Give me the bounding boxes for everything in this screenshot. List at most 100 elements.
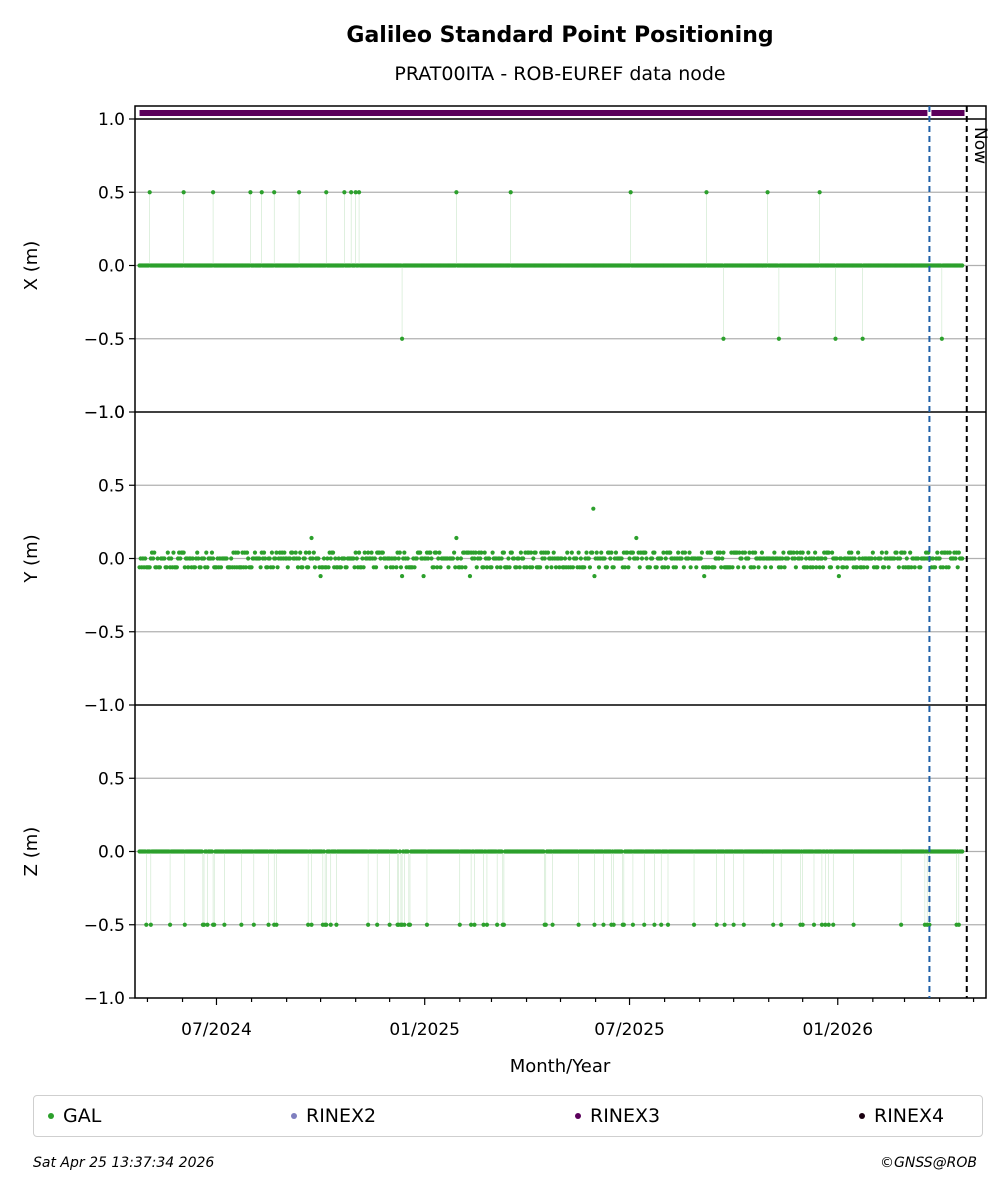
data-point xyxy=(776,336,782,341)
data-point xyxy=(741,565,746,570)
data-point xyxy=(474,565,479,570)
data-point xyxy=(508,190,513,195)
data-point xyxy=(302,556,307,561)
data-point xyxy=(198,565,203,570)
data-point xyxy=(630,922,636,927)
footer-credit: ©GNSS@ROB xyxy=(880,1155,977,1171)
data-point xyxy=(699,550,705,555)
data-point xyxy=(514,565,519,570)
data-point xyxy=(338,565,344,570)
data-point xyxy=(854,565,860,570)
y-tick-label: −0.5 xyxy=(84,623,125,643)
data-point xyxy=(362,550,367,555)
legend-item-gal: GAL xyxy=(48,1096,101,1136)
data-point xyxy=(817,565,822,570)
data-point xyxy=(721,550,726,555)
data-point xyxy=(650,556,655,561)
data-point xyxy=(781,550,786,555)
data-point xyxy=(328,556,333,561)
data-point xyxy=(557,565,562,570)
data-point xyxy=(157,565,162,570)
data-point xyxy=(642,922,647,927)
data-point xyxy=(414,556,419,561)
data-point xyxy=(833,336,838,341)
data-point xyxy=(567,556,572,561)
data-point xyxy=(353,550,358,555)
data-point xyxy=(147,190,152,195)
data-point xyxy=(960,849,965,854)
data-point xyxy=(785,556,791,561)
data-point xyxy=(467,573,473,579)
data-point xyxy=(828,565,834,570)
legend-marker-gal xyxy=(48,1113,54,1119)
x-tick-label: 07/2024 xyxy=(181,1020,252,1040)
data-point xyxy=(169,556,174,561)
data-point xyxy=(201,922,207,927)
data-point xyxy=(844,565,849,570)
data-point xyxy=(834,556,839,561)
x-tick-label: 01/2025 xyxy=(389,1020,460,1040)
data-point xyxy=(630,550,636,555)
data-point xyxy=(720,556,725,561)
data-point xyxy=(782,565,787,570)
data-point xyxy=(275,565,280,570)
data-point xyxy=(819,556,825,561)
data-point xyxy=(182,922,187,927)
data-point xyxy=(676,550,681,555)
data-point xyxy=(484,922,490,927)
data-point xyxy=(927,922,932,927)
data-point xyxy=(668,550,673,555)
data-point xyxy=(290,550,295,555)
data-point xyxy=(354,556,359,561)
data-point xyxy=(394,565,399,570)
data-point xyxy=(342,190,347,195)
data-point xyxy=(509,550,514,555)
data-point xyxy=(586,556,591,561)
data-point xyxy=(823,922,828,927)
data-point xyxy=(935,550,940,555)
data-point xyxy=(310,556,315,561)
legend-marker-rinex3 xyxy=(575,1113,581,1119)
data-point xyxy=(742,550,748,555)
data-point xyxy=(716,556,722,561)
data-point xyxy=(947,550,952,555)
data-point xyxy=(321,556,327,561)
data-point xyxy=(148,922,153,927)
data-point xyxy=(659,556,664,561)
data-point xyxy=(324,922,329,927)
data-point xyxy=(309,922,314,927)
data-point xyxy=(592,573,597,579)
x-tick-label: 01/2026 xyxy=(802,1020,873,1040)
data-point xyxy=(453,565,458,570)
data-point xyxy=(627,556,632,561)
data-point xyxy=(878,556,883,561)
data-point xyxy=(482,550,487,555)
data-point xyxy=(210,556,216,561)
data-point xyxy=(569,550,574,555)
data-point xyxy=(251,922,256,927)
data-point xyxy=(799,556,804,561)
data-point xyxy=(182,565,187,570)
data-point xyxy=(507,565,512,570)
now-label: Now xyxy=(970,127,990,164)
data-point xyxy=(473,550,478,555)
data-point xyxy=(665,922,671,927)
data-point xyxy=(904,556,909,561)
data-point xyxy=(826,922,831,927)
data-point xyxy=(398,565,404,570)
data-point xyxy=(209,550,215,555)
data-point xyxy=(652,550,657,555)
data-point xyxy=(714,922,719,927)
data-point xyxy=(794,550,800,555)
y-tick-label: −0.5 xyxy=(84,330,125,350)
data-point xyxy=(702,573,707,579)
data-point xyxy=(792,556,797,561)
chart-subtitle: PRAT00ITA - ROB-EUREF data node xyxy=(394,63,725,85)
data-point xyxy=(879,550,884,555)
legend-marker-rinex4 xyxy=(859,1113,865,1119)
legend-item-rinex3: RINEX3 xyxy=(575,1096,660,1136)
data-point xyxy=(273,556,278,561)
data-point xyxy=(932,565,938,570)
data-point xyxy=(424,922,430,927)
data-point xyxy=(611,565,616,570)
